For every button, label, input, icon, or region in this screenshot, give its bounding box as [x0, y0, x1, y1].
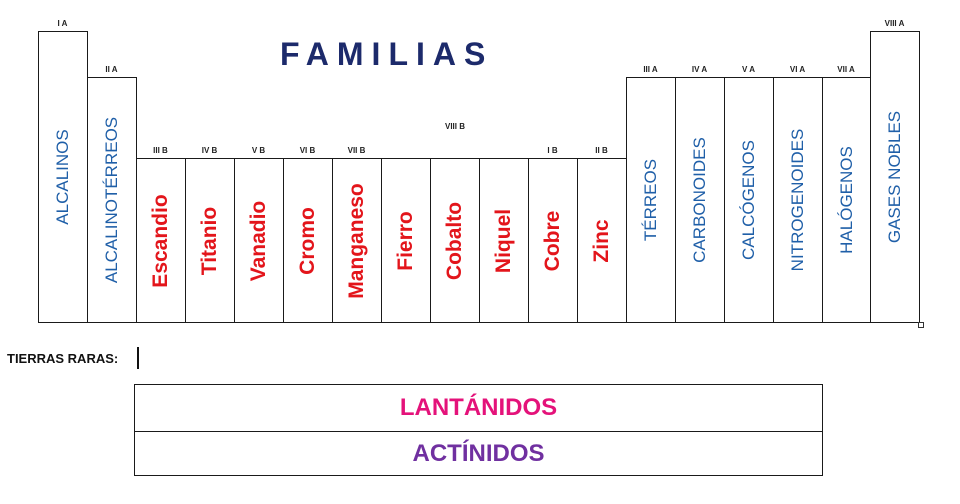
family-name: Cobalto [443, 201, 466, 280]
family-column: CARBONOIDES [675, 77, 725, 323]
family-column: GASES NOBLES [870, 31, 920, 323]
family-column: CALCÓGENOS [724, 77, 774, 323]
family-column: Vanadio [234, 158, 284, 323]
family-name: Vanadio [247, 200, 270, 281]
group-label: II A [105, 65, 118, 74]
group-label: I A [57, 19, 68, 28]
family-column: Titanio [185, 158, 235, 323]
family-column: HALÓGENOS [822, 77, 871, 323]
family-name: ALCALINOTÉRREOS [102, 116, 121, 284]
diagram-title: FAMILIAS [280, 36, 494, 72]
group-label: V A [741, 65, 756, 74]
group-label: I B [547, 146, 558, 155]
family-name: Zinc [590, 218, 613, 263]
text-cursor [137, 347, 139, 369]
family-column: Escandio [136, 158, 186, 323]
group-label: III B [153, 146, 168, 155]
group-label-viii-b: VIII B [444, 122, 466, 131]
family-name: HALÓGENOS [836, 146, 856, 254]
family-column: ALCALINOTÉRREOS [87, 77, 137, 323]
group-label: VII B [347, 146, 366, 155]
family-name: TÉRREOS [641, 158, 660, 242]
group-label: VI B [299, 146, 316, 155]
family-column: Zinc [577, 158, 627, 323]
group-label: III A [643, 65, 658, 74]
family-name: Titanio [198, 206, 221, 275]
group-label: VII A [837, 65, 855, 74]
group-label: VIII A [884, 19, 905, 28]
group-label: IV A [691, 65, 708, 74]
family-column: TÉRREOS [626, 77, 676, 323]
family-column: Fierro [381, 158, 431, 323]
family-name: CALCÓGENOS [739, 140, 758, 260]
family-name: Escandio [149, 193, 172, 288]
lantanidos-row: LANTÁNIDOS [134, 384, 823, 432]
family-name: Manganeso [345, 182, 368, 299]
family-name: Niquel [492, 208, 515, 273]
group-label: II B [595, 146, 608, 155]
family-name: Fierro [394, 210, 417, 271]
family-name: ALCALINOS [53, 129, 72, 225]
actinidos-row: ACTÍNIDOS [134, 431, 823, 476]
family-column: Manganeso [332, 158, 382, 323]
group-label: V B [251, 146, 266, 155]
family-name: Cromo [296, 206, 319, 275]
tierras-raras-label: TIERRAS RARAS: [7, 351, 119, 366]
family-column: Cromo [283, 158, 333, 323]
group-label: VI A [789, 65, 806, 74]
family-column: Cobalto [430, 158, 480, 323]
family-column: ALCALINOS [38, 31, 88, 323]
family-column: Cobre [528, 158, 578, 323]
resize-handle[interactable] [918, 322, 924, 328]
group-label: IV B [201, 146, 218, 155]
family-name: CARBONOIDES [690, 137, 709, 263]
family-name: NITROGENOIDES [788, 128, 807, 272]
family-name: Cobre [541, 210, 564, 271]
family-name: GASES NOBLES [885, 110, 904, 244]
family-column: Niquel [479, 158, 529, 323]
family-column: NITROGENOIDES [773, 77, 823, 323]
